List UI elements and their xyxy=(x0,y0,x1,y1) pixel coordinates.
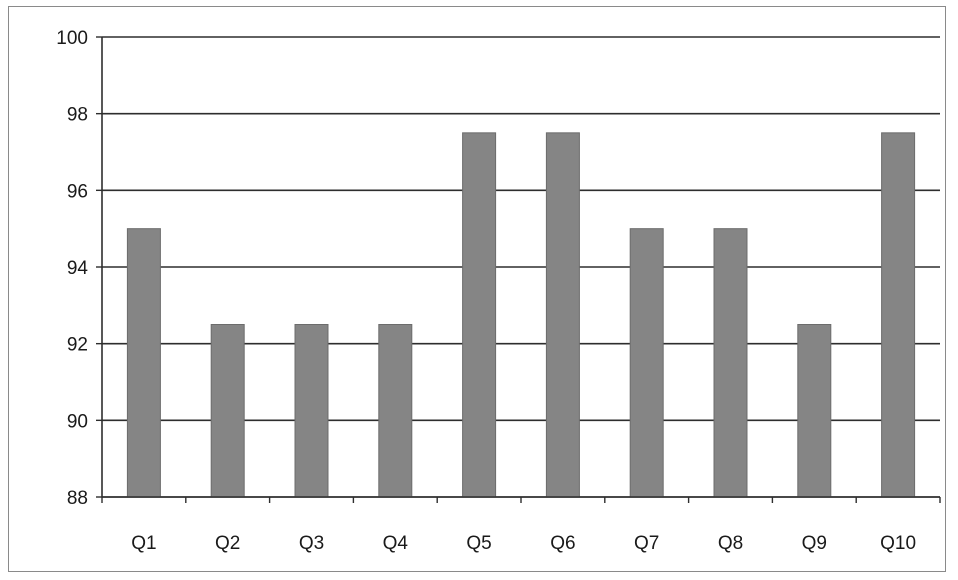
y-tick-label-100: 100 xyxy=(56,28,88,49)
y-tick-label-92: 92 xyxy=(67,335,88,356)
x-tick-label-Q2: Q2 xyxy=(215,533,240,554)
bar-Q8 xyxy=(713,228,748,498)
bar-Q9 xyxy=(797,324,832,498)
tick-labels: 88 90 92 94 96 98 100 Q1 Q2 Q3 Q4 Q5 Q6 Q7 Q8 Q9 Q10 xyxy=(56,28,916,554)
axes xyxy=(96,36,941,503)
y-tick-label-94: 94 xyxy=(67,258,89,279)
bar-Q1 xyxy=(126,228,161,498)
bar-Q5 xyxy=(462,132,497,498)
x-tick-label-Q1: Q1 xyxy=(131,533,156,554)
bar-Q4 xyxy=(378,324,413,498)
y-tick-label-90: 90 xyxy=(67,411,88,432)
x-tick-label-Q8: Q8 xyxy=(718,533,743,554)
x-tick-label-Q5: Q5 xyxy=(466,533,491,554)
x-tick-label-Q10: Q10 xyxy=(880,533,916,554)
x-tick-label-Q3: Q3 xyxy=(299,533,324,554)
bar-Q7 xyxy=(629,228,664,498)
x-tick-label-Q9: Q9 xyxy=(802,533,827,554)
x-tick-label-Q7: Q7 xyxy=(634,533,659,554)
bar-Q3 xyxy=(294,324,329,498)
bar-Q6 xyxy=(545,132,580,498)
y-tick-label-98: 98 xyxy=(67,105,88,126)
y-tick-label-96: 96 xyxy=(67,181,88,202)
x-tick-label-Q4: Q4 xyxy=(383,533,409,554)
bar-Q10 xyxy=(881,132,916,498)
x-tick-label-Q6: Q6 xyxy=(550,533,575,554)
y-tick-label-88: 88 xyxy=(67,488,88,509)
bars xyxy=(126,132,916,498)
bar-Q2 xyxy=(210,324,245,498)
